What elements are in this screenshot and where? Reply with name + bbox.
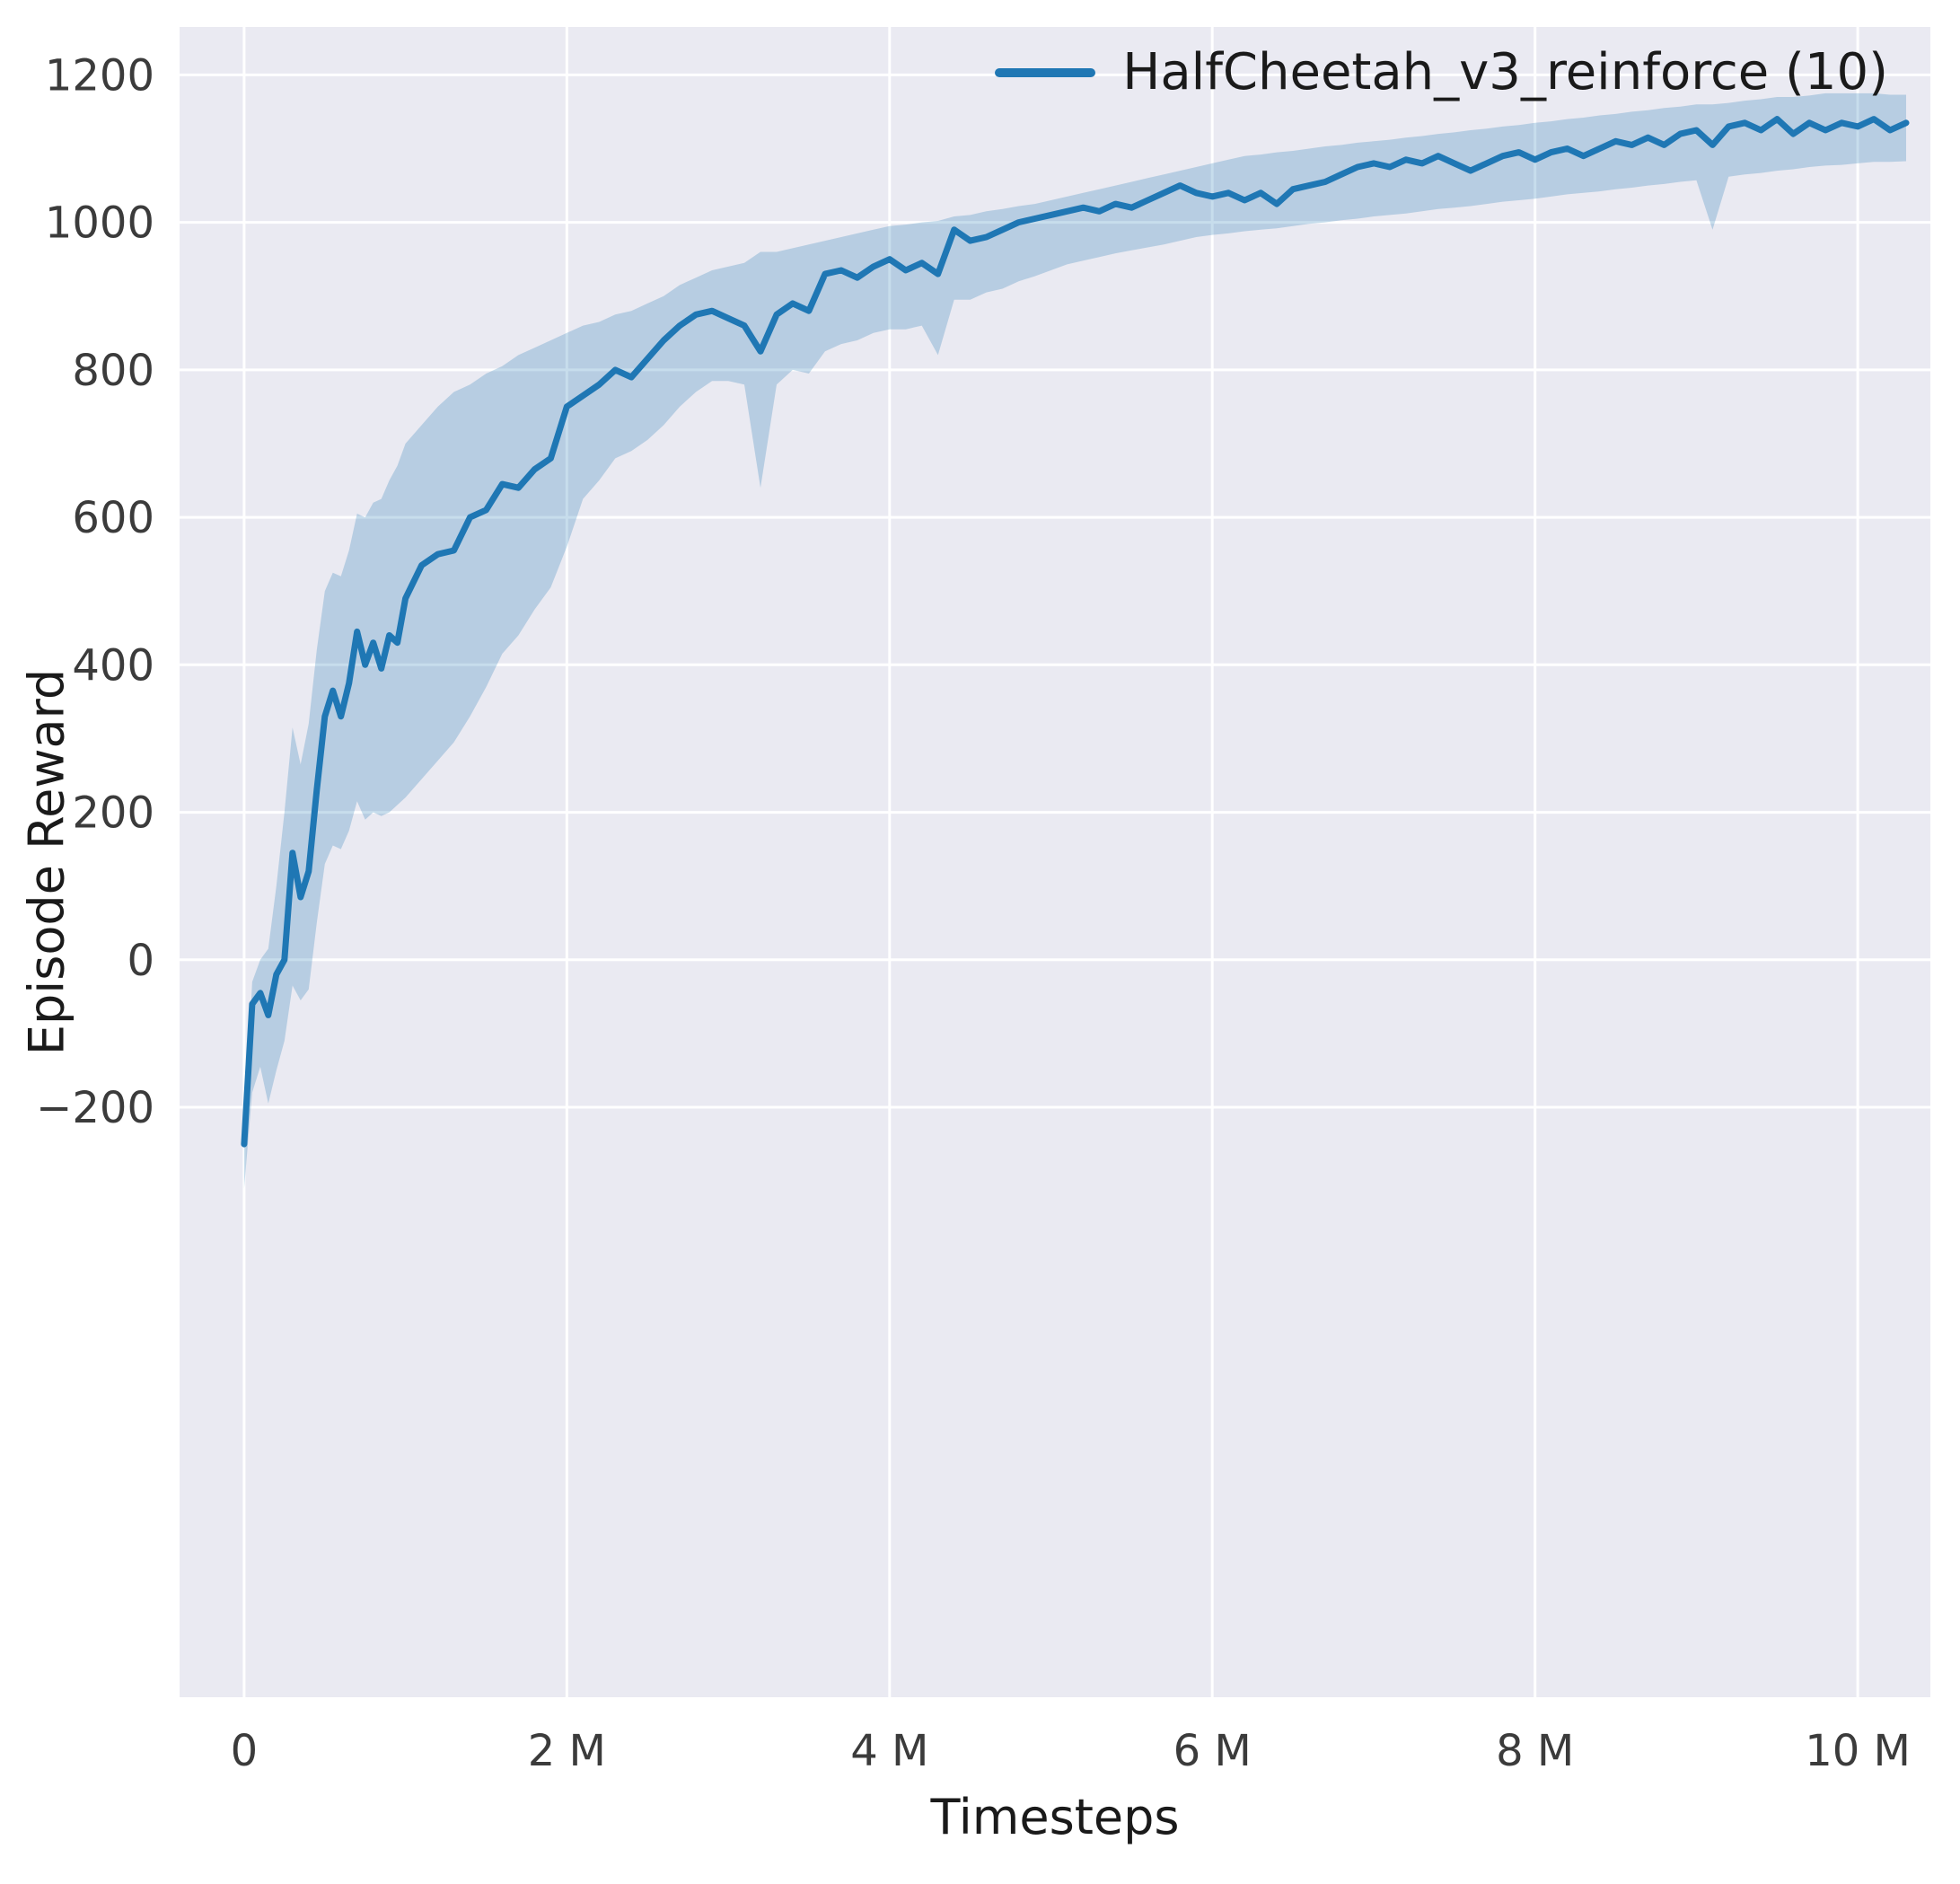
y-tick-label: 800 <box>72 346 154 396</box>
x-tick-label: 4 M <box>850 1726 928 1776</box>
legend-label: HalfCheetah_v3_reinforce (10) <box>1122 43 1888 101</box>
x-tick-label: 6 M <box>1173 1726 1252 1776</box>
x-axis-label: Timesteps <box>930 1789 1180 1845</box>
legend-line-swatch <box>995 67 1096 77</box>
confidence-band <box>243 92 1906 1189</box>
mean-line <box>241 116 1910 1148</box>
y-tick-label: 400 <box>72 640 154 691</box>
x-tick-label: 8 M <box>1496 1726 1574 1776</box>
y-axis-label: Episode Reward <box>18 668 75 1056</box>
y-tick-label: 200 <box>72 788 154 839</box>
y-tick-label: 0 <box>127 936 154 986</box>
y-tick-label: −200 <box>36 1083 154 1133</box>
x-tick-label: 2 M <box>528 1726 606 1776</box>
x-tick-label: 0 <box>231 1726 259 1776</box>
legend: HalfCheetah_v3_reinforce (10) <box>995 43 1888 101</box>
y-tick-label: 600 <box>72 493 154 543</box>
y-tick-label: 1000 <box>45 198 154 249</box>
axes-background <box>180 27 1930 1697</box>
x-tick-label: 10 M <box>1805 1726 1911 1776</box>
y-tick-label: 1200 <box>45 50 154 101</box>
